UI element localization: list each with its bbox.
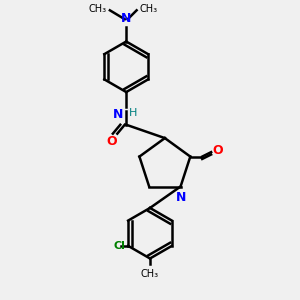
Text: O: O: [213, 144, 223, 157]
Text: N: N: [121, 12, 131, 25]
Text: N: N: [113, 108, 123, 122]
Text: N: N: [176, 191, 186, 204]
Text: H: H: [129, 108, 138, 118]
Text: CH₃: CH₃: [141, 269, 159, 279]
Text: CH₃: CH₃: [140, 4, 158, 14]
Text: CH₃: CH₃: [89, 4, 107, 14]
Text: O: O: [106, 135, 117, 148]
Text: Cl: Cl: [113, 241, 125, 251]
